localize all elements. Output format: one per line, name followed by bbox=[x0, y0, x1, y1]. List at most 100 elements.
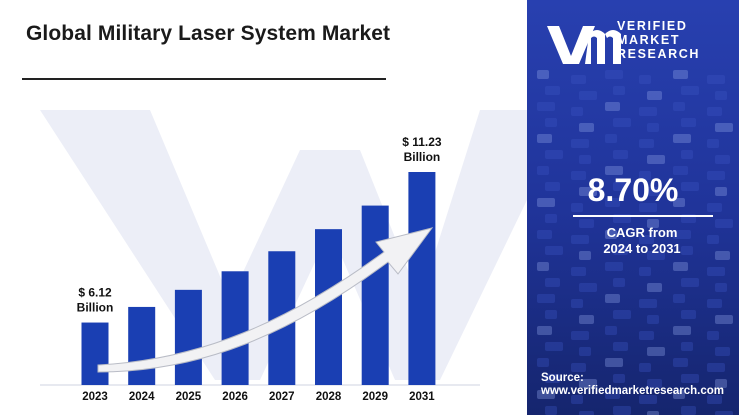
traffic-car-shape bbox=[673, 134, 691, 143]
traffic-car-shape bbox=[715, 155, 730, 164]
cagr-value: 8.70% bbox=[587, 172, 679, 208]
traffic-car-shape bbox=[571, 203, 583, 212]
traffic-car-shape bbox=[647, 251, 665, 260]
traffic-car-shape bbox=[579, 347, 591, 356]
traffic-car-shape bbox=[673, 230, 691, 239]
traffic-car-shape bbox=[707, 107, 722, 116]
traffic-car-shape bbox=[571, 299, 583, 308]
traffic-car-shape bbox=[605, 134, 617, 143]
traffic-car-shape bbox=[647, 123, 659, 132]
x-tick-label: 2028 bbox=[316, 391, 342, 403]
traffic-car-shape bbox=[571, 75, 586, 84]
traffic-car-shape bbox=[545, 342, 563, 351]
trend-arrow bbox=[97, 227, 434, 373]
traffic-car-shape bbox=[639, 75, 651, 84]
traffic-car-shape bbox=[673, 102, 685, 111]
chart-title: Global Military Laser System Market bbox=[26, 22, 391, 45]
traffic-car-shape bbox=[639, 267, 651, 276]
x-tick-label: 2025 bbox=[176, 391, 202, 403]
traffic-car-shape bbox=[605, 262, 623, 271]
chart-panel: Global Military Laser System Market 2023… bbox=[22, 22, 527, 403]
traffic-car-shape bbox=[673, 262, 688, 271]
traffic-car-shape bbox=[545, 310, 557, 319]
traffic-car-shape bbox=[707, 235, 719, 244]
traffic-car-shape bbox=[681, 246, 693, 255]
traffic-car-shape bbox=[613, 342, 628, 351]
traffic-car-shape bbox=[707, 171, 725, 180]
traffic-car-shape bbox=[537, 358, 549, 367]
traffic-car-shape bbox=[605, 326, 617, 335]
x-tick-label: 2023 bbox=[82, 391, 108, 403]
traffic-car-shape bbox=[673, 294, 685, 303]
traffic-car-shape bbox=[639, 395, 657, 404]
traffic-car-shape bbox=[545, 214, 557, 223]
bar-2025 bbox=[174, 289, 202, 385]
brand-name: VERIFIED MARKET RESEARCH bbox=[617, 19, 700, 61]
traffic-car-shape bbox=[605, 390, 620, 399]
traffic-car-shape bbox=[639, 139, 654, 148]
traffic-car-shape bbox=[613, 374, 625, 383]
traffic-car-shape bbox=[571, 267, 586, 276]
traffic-car-shape bbox=[545, 150, 563, 159]
traffic-car-shape bbox=[715, 411, 733, 415]
cagr-label: CAGR from 2024 to 2031 bbox=[527, 225, 739, 257]
traffic-car-shape bbox=[545, 182, 560, 191]
traffic-car-shape bbox=[613, 86, 625, 95]
bar-2026 bbox=[221, 271, 249, 385]
x-tick-label: 2026 bbox=[222, 391, 248, 403]
bar-2031 bbox=[408, 172, 436, 385]
bar-2023 bbox=[81, 322, 109, 385]
traffic-car-shape bbox=[639, 203, 657, 212]
traffic-car-shape bbox=[681, 182, 699, 191]
traffic-car-shape bbox=[715, 123, 733, 132]
traffic-car-shape bbox=[605, 166, 623, 175]
traffic-car-shape bbox=[715, 347, 730, 356]
traffic-car-shape bbox=[613, 182, 625, 191]
traffic-car-shape bbox=[545, 118, 557, 127]
watermark-logo bbox=[40, 110, 527, 380]
traffic-car-shape bbox=[681, 86, 699, 95]
traffic-car-shape bbox=[715, 379, 727, 388]
brand-word: VERIFIED bbox=[617, 19, 688, 33]
traffic-car-shape bbox=[673, 70, 688, 79]
traffic-car-shape bbox=[715, 187, 727, 196]
traffic-car-shape bbox=[579, 251, 591, 260]
cagr-label-line1: CAGR from bbox=[606, 225, 678, 240]
traffic-car-shape bbox=[715, 219, 733, 228]
brand-logo bbox=[545, 20, 735, 70]
bar-chart: 2023 2024 2025 2026 2027 2028 2029 2031$ 6.12Bi… bbox=[40, 135, 480, 403]
traffic-car-shape bbox=[715, 315, 733, 324]
traffic-car-shape bbox=[537, 102, 555, 111]
traffic-car-shape bbox=[537, 262, 549, 271]
traffic-car-shape bbox=[605, 358, 623, 367]
traffic-car-shape bbox=[613, 278, 625, 287]
traffic-car-shape bbox=[639, 363, 651, 372]
traffic-car-shape bbox=[647, 219, 659, 228]
traffic-car-shape bbox=[613, 246, 628, 255]
traffic-car-shape bbox=[605, 102, 620, 111]
traffic-car-shape bbox=[571, 107, 583, 116]
traffic-car-shape bbox=[707, 395, 722, 404]
bar-2029 bbox=[361, 205, 389, 385]
traffic-car-shape bbox=[639, 331, 654, 340]
traffic-car-shape bbox=[647, 315, 659, 324]
traffic-car-shape bbox=[707, 267, 725, 276]
traffic-car-shape bbox=[647, 379, 662, 388]
traffic-car-shape bbox=[647, 187, 662, 196]
traffic-car-shape bbox=[579, 91, 597, 100]
source-note: Source: www.verifiedmarketresearch.com bbox=[541, 372, 724, 398]
traffic-car-shape bbox=[545, 86, 560, 95]
traffic-car-shape bbox=[545, 278, 560, 287]
data-label-last-line1: $ 11.23 bbox=[402, 135, 442, 149]
traffic-car-shape bbox=[537, 166, 549, 175]
traffic-car-shape bbox=[571, 235, 589, 244]
traffic-car-shape bbox=[681, 278, 699, 287]
traffic-car-shape bbox=[715, 283, 727, 292]
traffic-car-shape bbox=[571, 171, 586, 180]
info-panel: VERIFIED MARKET RESEARCH 8.70% CAGR from… bbox=[527, 0, 739, 415]
traffic-car-shape bbox=[707, 331, 719, 340]
traffic-car-shape bbox=[537, 230, 552, 239]
traffic-car-shape bbox=[639, 235, 654, 244]
traffic-car-shape bbox=[647, 411, 659, 415]
x-tick-label: 2024 bbox=[129, 391, 155, 403]
